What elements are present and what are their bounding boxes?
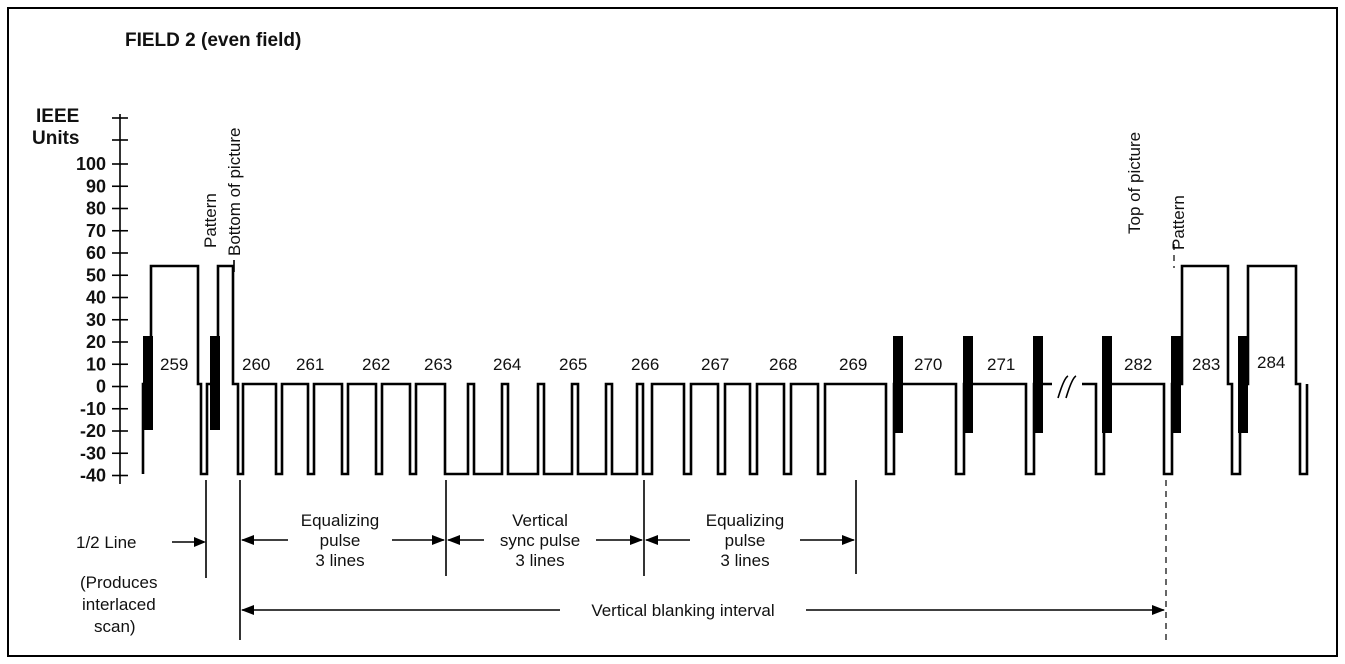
y-axis-tick-label: 80 xyxy=(86,199,106,219)
y-axis: IEEE Units 1009080706050403020100-10-20-… xyxy=(32,106,128,486)
marker-top-of-picture: Top of picture xyxy=(1125,132,1144,234)
reference-lines xyxy=(205,480,1167,640)
y-axis-tick-label: -30 xyxy=(80,443,106,463)
burst-1 xyxy=(143,336,153,430)
marker-bottom-of-picture: Bottom of picture xyxy=(225,127,244,256)
burst-2 xyxy=(210,336,220,430)
y-axis-tick-label: 50 xyxy=(86,265,106,285)
line-number: 270 xyxy=(914,355,942,374)
y-axis-label-ieee: IEEE xyxy=(36,106,79,127)
eq1-label-3: 3 lines xyxy=(315,551,364,570)
burst-4 xyxy=(963,336,973,433)
eq1-label-2: pulse xyxy=(320,531,361,550)
vs-arrowhead-right xyxy=(630,535,643,545)
eq2-label-3: 3 lines xyxy=(720,551,769,570)
burst-3 xyxy=(893,336,903,433)
y-axis-tick-label: 0 xyxy=(96,377,106,397)
y-axis-tick-label: 10 xyxy=(86,354,106,374)
half-line-arrowhead xyxy=(194,537,206,547)
eq2-arrowhead-left xyxy=(645,535,658,545)
line-number: 265 xyxy=(559,355,587,374)
diagram-title: FIELD 2 (even field) xyxy=(125,30,301,51)
vs-label-3: 3 lines xyxy=(515,551,564,570)
break-slash-1 xyxy=(1057,375,1069,399)
line-number: 267 xyxy=(701,355,729,374)
line-number: 264 xyxy=(493,355,521,374)
burst-5 xyxy=(1033,336,1043,433)
line-number: 263 xyxy=(424,355,452,374)
produces-label-1: (Produces xyxy=(80,573,157,592)
annotations: 1/2 Line (Produces interlaced scan) Equa… xyxy=(76,511,784,636)
vbi-arrowhead-left xyxy=(241,605,254,615)
diagram-frame xyxy=(7,7,1338,657)
vbi-label: Vertical blanking interval xyxy=(591,601,774,620)
eq2-label-1: Equalizing xyxy=(706,511,784,530)
vs-arrowhead-left xyxy=(447,535,460,545)
burst-6 xyxy=(1102,336,1112,433)
y-axis-tick-label: 70 xyxy=(86,221,106,241)
break-slash-2 xyxy=(1065,375,1077,399)
eq2-label-2: pulse xyxy=(725,531,766,550)
y-axis-tick-label: -20 xyxy=(80,421,106,441)
y-axis-tick-label: -10 xyxy=(80,399,106,419)
dimension-arrows xyxy=(172,535,1165,615)
marker-pattern-left: Pattern xyxy=(201,193,220,248)
vbi-arrowhead-right xyxy=(1152,605,1165,615)
line-number: 269 xyxy=(839,355,867,374)
burst-7 xyxy=(1171,336,1181,433)
eq1-arrowhead-left xyxy=(241,535,254,545)
line-number: 261 xyxy=(296,355,324,374)
line-number: 259 xyxy=(160,355,188,374)
marker-pattern-right: Pattern xyxy=(1169,195,1188,250)
vs-label-1: Vertical xyxy=(512,511,568,530)
line-number: 262 xyxy=(362,355,390,374)
line-number: 284 xyxy=(1257,353,1285,372)
y-axis-tick-label: -40 xyxy=(80,466,106,486)
rotated-markers: Pattern Bottom of picture Top of picture… xyxy=(201,127,1188,272)
line-number: 260 xyxy=(242,355,270,374)
line-number: 268 xyxy=(769,355,797,374)
line-number: 282 xyxy=(1124,355,1152,374)
produces-label-3: scan) xyxy=(94,617,136,636)
eq1-label-1: Equalizing xyxy=(301,511,379,530)
half-line-label: 1/2 Line xyxy=(76,533,137,552)
y-axis-tick-label: 40 xyxy=(86,288,106,308)
y-axis-tick-label: 20 xyxy=(86,332,106,352)
eq2-arrowhead-right xyxy=(842,535,855,545)
y-axis-tick-label: 60 xyxy=(86,243,106,263)
y-axis-tick-label: 90 xyxy=(86,176,106,196)
line-numbers: 259 260 261 262 263 264 265 266 267 268 … xyxy=(160,353,1285,374)
break-mark xyxy=(1057,375,1077,399)
burst-8 xyxy=(1238,336,1248,433)
y-axis-label-units: Units xyxy=(32,128,80,149)
produces-label-2: interlaced xyxy=(82,595,156,614)
y-axis-tick-label: 100 xyxy=(76,154,106,174)
y-axis-tick-label: 30 xyxy=(86,310,106,330)
color-bursts xyxy=(143,336,1248,433)
eq1-arrowhead-right xyxy=(432,535,445,545)
line-number: 283 xyxy=(1192,355,1220,374)
line-number: 271 xyxy=(987,355,1015,374)
line-number: 266 xyxy=(631,355,659,374)
vs-label-2: sync pulse xyxy=(500,531,580,550)
